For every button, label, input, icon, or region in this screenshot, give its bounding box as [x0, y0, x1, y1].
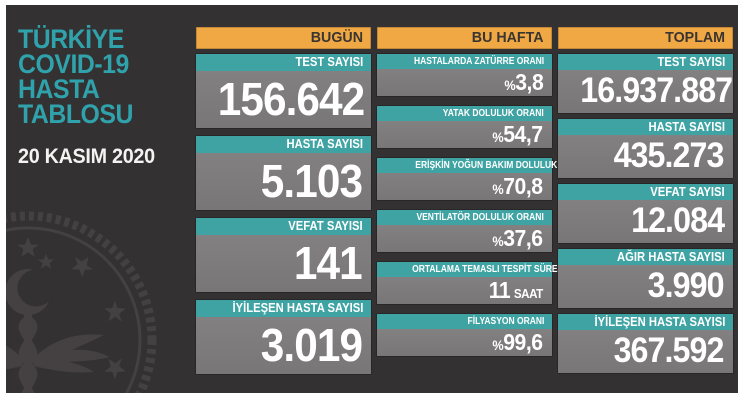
stat-value: 5.103	[196, 153, 371, 210]
column-toplam: TOPLAM TEST SAYISI 16.937.887 HASTA SAYI…	[558, 27, 733, 393]
stat-value-number: 54,7	[503, 121, 544, 147]
stat-value: 141	[196, 235, 371, 292]
stat-label: HASTALARDA ZATÜRRE ORANI	[377, 54, 552, 69]
stat-label: İYİLEŞEN HASTA SAYISI	[196, 300, 371, 317]
page-title-line-2: COVID-19	[18, 49, 129, 79]
stat-cell-test-sayisi-bugun: TEST SAYISI 156.642	[196, 54, 371, 128]
stat-label: HASTA SAYISI	[558, 119, 733, 135]
stat-value: 3.990	[558, 265, 733, 308]
covid-dashboard-panel: TÜRKİYE COVID-19 HASTA TABLOSU 20 KASIM …	[6, 5, 738, 393]
column-header-bugun: BUGÜN	[196, 27, 371, 49]
stat-value-number: 37,6	[503, 225, 544, 251]
stat-label: VEFAT SAYISI	[558, 184, 733, 200]
stat-label: ORTALAMA TEMASLI TESPİT SÜRESİ	[377, 262, 566, 277]
stat-cell-hasta-sayisi-bugun: HASTA SAYISI 5.103	[196, 136, 371, 210]
stat-value-number: 3.990	[648, 266, 725, 305]
report-date: 20 KASIM 2020	[18, 145, 155, 168]
page-title-line-3: HASTA	[18, 74, 100, 104]
stat-value-prefix: %	[492, 338, 504, 353]
stat-value: 16.937.887	[558, 70, 733, 113]
stat-cell-hasta-sayisi-toplam: HASTA SAYISI 435.273	[558, 119, 733, 178]
stat-value-number: 435.273	[614, 136, 725, 175]
stat-cell-temasli-tespit-suresi: ORTALAMA TEMASLI TESPİT SÜRESİ 11 SAAT	[377, 262, 566, 304]
stat-label: HASTA SAYISI	[196, 136, 371, 153]
stat-label: VENTİLATÖR DOLULUK ORANI	[377, 210, 552, 225]
stat-value-prefix: %	[492, 234, 504, 249]
stat-cell-yatak-doluluk-orani: YATAK DOLULUK ORANI %54,7	[377, 106, 552, 148]
stat-value-number: 141	[294, 237, 363, 289]
stat-label: YATAK DOLULUK ORANI	[377, 106, 552, 121]
stat-cell-iyilesen-hasta-sayisi-bugun: İYİLEŞEN HASTA SAYISI 3.019	[196, 300, 371, 374]
stat-value: 11 SAAT	[377, 277, 552, 304]
stat-cell-ventilator-doluluk-orani: VENTİLATÖR DOLULUK ORANI %37,6	[377, 210, 552, 252]
stat-value-number: 70,8	[503, 173, 544, 199]
stat-value-number: 12.084	[631, 201, 725, 240]
stat-label: FİLYASYON ORANI	[377, 314, 552, 329]
column-bu-hafta: BU HAFTA HASTALARDA ZATÜRRE ORANI %3,8 Y…	[377, 27, 587, 393]
stat-value-number: 16.937.887	[580, 71, 733, 110]
stat-value: %54,7	[377, 121, 552, 148]
ministry-of-health-emblem-icon	[6, 211, 157, 393]
stat-label: TEST SAYISI	[196, 54, 371, 71]
stat-value-number: 367.592	[614, 331, 725, 370]
stat-value-number: 99,6	[503, 329, 544, 355]
stat-value-prefix: %	[492, 130, 504, 145]
stat-value: %3,8	[377, 69, 552, 96]
stat-value-number: 5.103	[260, 155, 363, 207]
stat-value: %99,6	[377, 329, 552, 356]
stat-value: 3.019	[196, 317, 371, 374]
stat-cell-filyasyon-orani: FİLYASYON ORANI %99,6	[377, 314, 552, 356]
stat-label: AĞIR HASTA SAYISI	[558, 249, 733, 265]
stat-cell-test-sayisi-toplam: TEST SAYISI 16.937.887	[558, 54, 733, 113]
stat-value: 12.084	[558, 200, 733, 243]
stat-cell-agir-hasta-sayisi-toplam: AĞIR HASTA SAYISI 3.990	[558, 249, 733, 308]
stat-value-number: 156.642	[217, 73, 365, 125]
stat-value-prefix: %	[504, 78, 515, 93]
stat-value-prefix: %	[492, 182, 504, 197]
stat-value-number: 3,8	[514, 69, 544, 95]
stat-value-number: 3.019	[260, 319, 363, 371]
column-bugun: BUGÜN TEST SAYISI 156.642 HASTA SAYISI 5…	[196, 27, 371, 393]
stat-value: 156.642	[196, 71, 371, 128]
page-title-line-1: TÜRKİYE	[18, 24, 124, 54]
stat-value: %70,8	[377, 173, 552, 200]
sidebar: TÜRKİYE COVID-19 HASTA TABLOSU 20 KASIM …	[18, 24, 190, 393]
stat-label: İYİLEŞEN HASTA SAYISI	[558, 314, 733, 330]
stat-value: 367.592	[558, 330, 733, 373]
stat-cell-zaturre-orani: HASTALARDA ZATÜRRE ORANI %3,8	[377, 54, 552, 96]
stat-value: %37,6	[377, 225, 552, 252]
stat-label: ERİŞKİN YOĞUN BAKIM DOLULUK ORANI	[377, 158, 587, 173]
stat-cell-iyilesen-hasta-sayisi-toplam: İYİLEŞEN HASTA SAYISI 367.592	[558, 314, 733, 373]
stat-value-number: 11	[488, 277, 511, 303]
stat-value-suffix: SAAT	[514, 287, 543, 301]
stat-label: VEFAT SAYISI	[196, 218, 371, 235]
stat-cell-yogun-bakim-doluluk-orani: ERİŞKİN YOĞUN BAKIM DOLULUK ORANI %70,8	[377, 158, 587, 200]
page-title-line-4: TABLOSU	[18, 99, 133, 129]
stat-value: 435.273	[558, 135, 733, 178]
column-header-toplam: TOPLAM	[558, 27, 733, 49]
stat-cell-vefat-sayisi-toplam: VEFAT SAYISI 12.084	[558, 184, 733, 243]
stat-cell-vefat-sayisi-bugun: VEFAT SAYISI 141	[196, 218, 371, 292]
stat-label: TEST SAYISI	[558, 54, 733, 70]
column-header-bu-hafta: BU HAFTA	[377, 27, 552, 49]
